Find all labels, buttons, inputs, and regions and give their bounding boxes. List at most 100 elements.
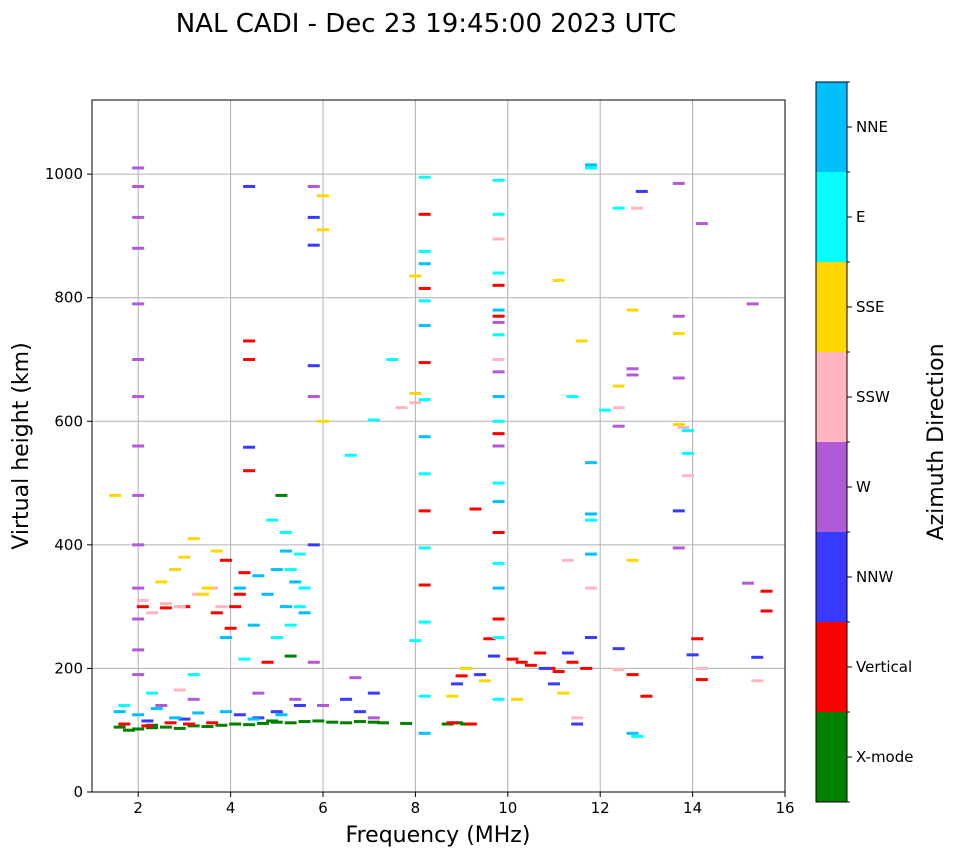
series-sse [109,194,685,701]
x-tick-label: 10 [498,799,517,817]
data-point [418,299,431,303]
data-point [612,384,625,388]
data-point [672,314,685,318]
data-point [492,237,505,241]
data-point [640,694,653,698]
data-point [340,697,353,701]
data-point [284,623,297,627]
data-point [219,558,232,562]
data-point [418,546,431,550]
data-point [164,721,177,725]
data-point [492,617,505,621]
data-point [132,215,145,219]
data-point [132,302,145,306]
data-point [233,713,246,717]
data-point [612,406,625,410]
data-point [132,185,145,188]
data-point [243,185,256,188]
data-point [233,592,246,596]
data-point [307,243,320,247]
x-tick-label: 6 [318,799,328,817]
data-point [686,653,699,657]
data-point [219,636,232,640]
data-point [681,451,694,455]
data-point [132,358,145,361]
data-point [284,721,297,725]
data-point [307,543,320,547]
y-tick-label: 200 [54,659,83,677]
data-point [173,726,186,730]
colorbar-tick-label: SSW [856,388,890,406]
data-point [742,581,755,585]
data-point [409,391,422,395]
data-point [584,586,597,590]
data-point [483,637,496,641]
data-point [418,435,431,439]
series-w [132,166,759,720]
data-point [280,605,293,609]
x-axis-label: Frequency (MHz) [346,823,531,848]
data-point [626,731,639,735]
data-point [695,222,708,226]
data-point [691,637,704,641]
data-point [210,549,223,553]
data-point [492,586,505,590]
data-point [298,720,311,724]
data-point [612,206,625,210]
series-ssw [136,206,764,720]
data-point [561,558,574,562]
series-e [118,166,694,738]
data-point [672,181,685,185]
data-point [187,697,200,701]
x-axis-ticks: 2 4 6 8 10 12 14 16 [133,792,795,817]
data-point [155,580,168,584]
colorbar-segment [816,82,847,172]
data-point [243,469,256,473]
colorbar-tick-label: NNE [856,118,888,136]
data-point [460,666,473,670]
data-point [284,654,297,658]
data-point [159,606,172,610]
series-vertical [118,212,773,728]
data-point [289,697,302,701]
data-point [409,274,422,278]
data-point [760,609,773,613]
data-point [584,512,597,516]
y-tick-label: 600 [54,412,83,430]
y-tick-label: 400 [54,536,83,554]
colorbar-tick-label: Vertical [856,658,912,676]
data-point [474,673,487,677]
data-point [492,481,505,485]
data-point [464,722,477,726]
data-point [492,395,505,399]
x-tick-label: 2 [133,799,143,817]
data-point [113,725,126,729]
x-tick-label: 4 [226,799,236,817]
data-point [635,189,648,193]
data-point [293,605,306,609]
data-point [298,586,311,590]
data-point [122,728,135,732]
data-point [511,697,524,701]
colorbar-segment [816,352,847,442]
data-point [400,721,413,725]
data-point [492,212,505,216]
data-point [367,418,380,422]
data-point [672,332,685,336]
data-point [492,283,505,287]
data-point [566,660,579,664]
data-point [215,605,228,609]
y-tick-label: 1000 [45,165,83,183]
data-point [280,531,293,534]
data-point [155,704,168,707]
data-point [353,720,366,724]
data-point [349,676,362,680]
data-point [132,543,145,547]
data-point [159,602,172,606]
data-point [247,717,260,721]
x-tick-label: 8 [411,799,421,817]
data-point [326,720,339,724]
colorbar-segment [816,712,847,802]
y-axis-ticks: 0 200 400 600 800 1000 [45,165,92,801]
data-point [672,422,685,426]
